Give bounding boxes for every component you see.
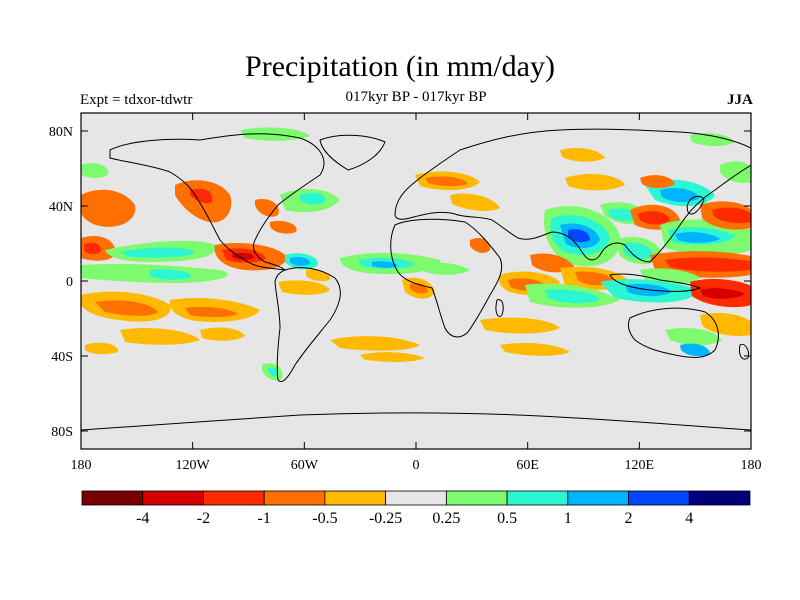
- colorbar-swatch: [445, 490, 508, 506]
- greenland-outline: [319, 134, 386, 171]
- lon-tick-label: 180: [71, 458, 92, 473]
- lon-tick-label: 120E: [625, 458, 655, 473]
- colorbar-swatch: [628, 490, 690, 506]
- colorbar-swatch: [142, 490, 204, 506]
- anomaly-patch: [545, 289, 600, 304]
- anomaly-patch: [290, 256, 311, 266]
- anomaly-fields: [81, 127, 751, 381]
- colorbar-label: -0.25: [369, 510, 402, 527]
- colorbar-label: -0.5: [312, 510, 337, 527]
- colorbar: -4 -2 -1 -0.5 -0.25 0.25 0.5 1 2 4: [81, 490, 751, 527]
- map-axes: 80N 40N 0 40S 80S 180 120W 60W 0 60E 120E 180: [49, 113, 762, 473]
- anomaly-patch: [640, 268, 700, 285]
- colorbar-swatch: [203, 490, 265, 506]
- anomaly-patch: [660, 187, 700, 203]
- anomaly-patch: [675, 232, 720, 243]
- season-label: JJA: [727, 92, 753, 108]
- anomaly-patch: [712, 207, 751, 224]
- antarctica-outline: [81, 412, 751, 431]
- colorbar-label: -4: [136, 510, 149, 527]
- anomaly-patch: [190, 188, 213, 204]
- lat-tick-label: 80S: [51, 425, 73, 440]
- lon-tick-label: 60E: [516, 458, 539, 473]
- colorbar-label: -1: [258, 510, 271, 527]
- lat-tick-label: 40N: [49, 200, 73, 215]
- anomaly-patch: [120, 247, 195, 258]
- eurasia-outline: [394, 128, 751, 263]
- anomaly-patch: [680, 343, 710, 357]
- chart-subtitle: 017kyr BP - 017kyr BP: [345, 89, 487, 105]
- anomaly-patch: [360, 352, 425, 362]
- lon-tick-label: 0: [413, 458, 420, 473]
- anomaly-patch: [330, 336, 420, 351]
- anomaly-patch: [665, 257, 751, 272]
- new-zealand-outline: [739, 343, 749, 360]
- anomaly-patch: [150, 269, 191, 280]
- anomaly-patch: [568, 229, 590, 243]
- colorbar-swatch: [263, 490, 326, 506]
- lon-tick-label: 60W: [291, 458, 319, 473]
- anomaly-patch: [95, 300, 158, 316]
- australia-outline: [627, 307, 719, 358]
- lon-tick-label: 120W: [176, 458, 211, 473]
- anomaly-patch: [690, 132, 735, 147]
- anomaly-patch: [120, 328, 200, 345]
- colorbar-swatch: [567, 490, 629, 506]
- anomaly-patch: [622, 242, 653, 260]
- coastlines: [81, 128, 751, 431]
- anomaly-patch: [81, 163, 109, 178]
- colorbar-swatch: [324, 490, 387, 506]
- lat-tick-label: 0: [66, 275, 73, 290]
- anomaly-patch: [640, 175, 675, 189]
- chart-title: Precipitation (in mm/day): [245, 50, 555, 83]
- indonesia-outline: [609, 273, 702, 292]
- madagascar-outline: [495, 299, 504, 317]
- anomaly-patch: [185, 306, 238, 318]
- lat-tick-label: 40S: [51, 350, 73, 365]
- anomaly-patch: [85, 342, 119, 355]
- anomaly-patch: [420, 262, 470, 275]
- colorbar-swatch: [688, 490, 751, 506]
- japan-outline: [686, 195, 705, 215]
- colorbar-label: 2: [625, 510, 633, 527]
- anomaly-patch: [560, 147, 605, 162]
- colorbar-label: 0.25: [432, 510, 460, 527]
- colorbar-label: 0.5: [497, 510, 517, 527]
- anomaly-patch: [425, 176, 468, 187]
- colorbar-swatch: [385, 490, 447, 506]
- colorbar-swatch: [506, 490, 569, 506]
- lat-tick-label: 80N: [49, 125, 73, 140]
- south-america-outline: [274, 267, 341, 383]
- anomaly-patch: [232, 252, 255, 260]
- anomaly-patch: [84, 242, 101, 255]
- colorbar-swatch: [81, 490, 144, 506]
- africa-outline: [390, 218, 503, 338]
- anomaly-patch: [565, 174, 625, 191]
- anomaly-patch: [480, 317, 560, 334]
- anomaly-patch: [470, 238, 491, 253]
- colorbar-label: -2: [197, 510, 210, 527]
- anomaly-patch: [200, 327, 245, 341]
- anomaly-patch: [500, 342, 570, 356]
- anomaly-patch: [268, 367, 279, 377]
- anomaly-patch: [300, 192, 326, 205]
- north-america-outline: [109, 133, 325, 271]
- anomaly-patch: [720, 161, 751, 183]
- lon-tick-label: 180: [741, 458, 762, 473]
- anomaly-patch: [372, 261, 398, 268]
- anomaly-patch: [450, 193, 500, 211]
- anomaly-patch: [270, 220, 297, 234]
- anomaly-patch: [278, 280, 330, 295]
- anomaly-patch: [700, 288, 745, 299]
- colorbar-label: 1: [564, 510, 572, 527]
- colorbar-label: 4: [685, 510, 693, 527]
- anomaly-patch: [638, 211, 670, 225]
- anomaly-patch: [81, 189, 136, 227]
- experiment-label: Expt = tdxor-tdwtr: [80, 92, 193, 108]
- anomaly-patch: [665, 328, 722, 346]
